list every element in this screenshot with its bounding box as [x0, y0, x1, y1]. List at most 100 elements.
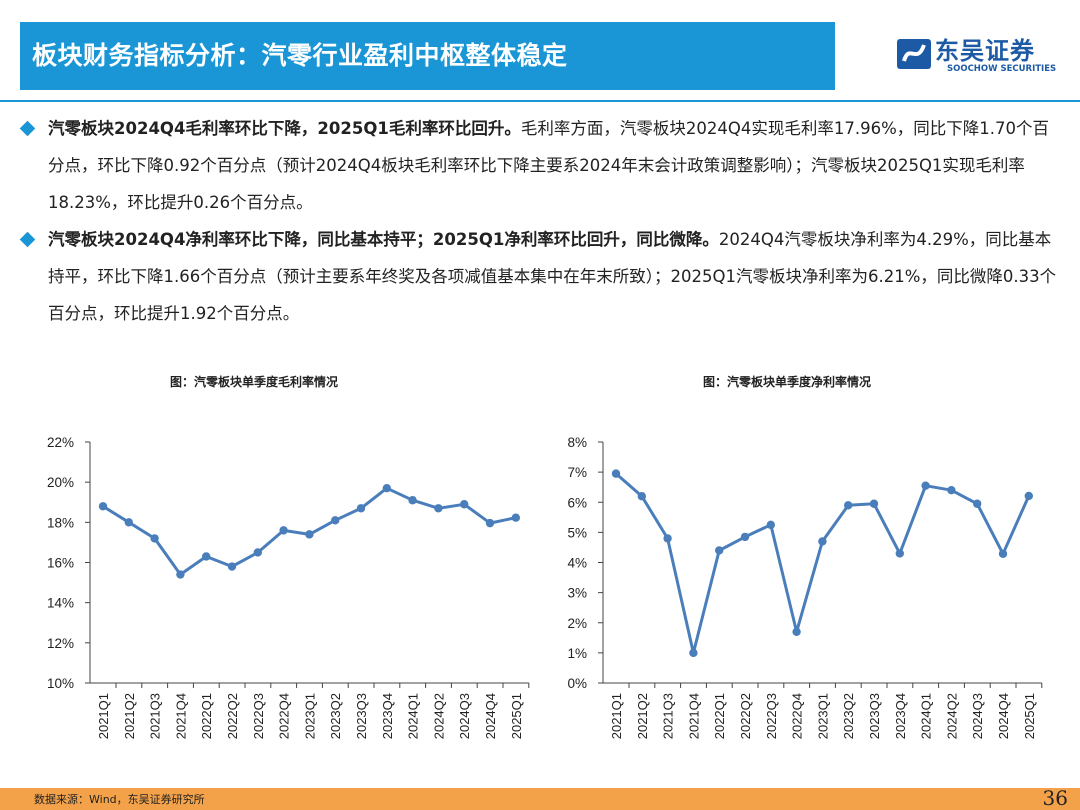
data-point [689, 648, 698, 658]
x-tick-label: 2022Q2 [225, 693, 240, 739]
y-tick-label: 6% [567, 495, 587, 510]
x-tick-label: 2023Q3 [354, 693, 369, 739]
data-point [1024, 491, 1034, 501]
x-tick-label: 2021Q4 [173, 693, 188, 739]
data-point [150, 534, 159, 543]
x-tick-label: 2023Q1 [815, 693, 830, 739]
x-tick-label: 2021Q3 [661, 693, 676, 739]
data-point [305, 530, 314, 539]
bullet-paragraph-gross-margin: 汽零板块2024Q4毛利率环比下降，2025Q1毛利率环比回升。毛利率方面，汽零… [48, 110, 1058, 221]
x-tick-label: 2024Q3 [457, 693, 472, 739]
data-point [947, 486, 956, 495]
x-tick-label: 2022Q1 [712, 693, 727, 739]
x-tick-label: 2024Q1 [406, 693, 421, 739]
x-tick-label: 2024Q2 [944, 693, 959, 739]
title-bar: 板块财务指标分析：汽零行业盈利中枢整体稳定 [20, 22, 835, 90]
page-title: 板块财务指标分析：汽零行业盈利中枢整体稳定 [32, 41, 568, 70]
x-tick-label: 2023Q1 [302, 693, 317, 739]
y-tick-label: 18% [47, 515, 74, 530]
bullet-lead: 汽零板块2024Q4毛利率环比下降，2025Q1毛利率环比回升。 [48, 119, 521, 138]
x-tick-label: 2023Q4 [893, 693, 908, 739]
data-point [740, 532, 750, 542]
data-point [766, 520, 775, 530]
data-point [511, 513, 520, 522]
header-divider [0, 100, 1080, 102]
x-tick-label: 2025Q1 [1022, 693, 1037, 739]
data-point [382, 483, 391, 493]
y-tick-label: 2% [567, 616, 587, 631]
data-point [124, 518, 133, 527]
x-tick-label: 2021Q2 [122, 693, 137, 739]
x-tick-label: 2022Q1 [199, 693, 214, 739]
y-tick-label: 12% [47, 636, 74, 651]
chart-title-net-margin: 图：汽零板块单季度净利率情况 [703, 375, 872, 389]
footer-bar: 数据来源：Wind，东吴证券研究所 36 [0, 786, 1080, 810]
x-tick-label: 2024Q3 [970, 693, 985, 739]
data-point [611, 469, 621, 478]
bullet-body: 2024Q4汽零板块净利率为4.29%，同比基本持平，环比下降1.66个百分点（… [48, 230, 1057, 323]
x-tick-label: 2022Q2 [738, 693, 753, 739]
y-tick-label: 10% [47, 676, 74, 691]
data-point [176, 570, 185, 579]
x-tick-label: 2022Q3 [764, 693, 779, 739]
y-tick-label: 22% [47, 435, 74, 450]
y-tick-label: 1% [567, 646, 587, 661]
data-point [637, 492, 646, 501]
data-point [202, 552, 211, 561]
x-tick-label: 2021Q4 [686, 693, 701, 739]
data-point [460, 500, 469, 509]
y-tick-label: 5% [567, 525, 587, 540]
x-tick-label: 2022Q4 [790, 693, 805, 739]
bullet-lead: 汽零板块2024Q4净利率环比下降，同比基本持平；2025Q1净利率环比回升，同… [48, 230, 719, 249]
x-tick-label: 2023Q2 [841, 693, 856, 739]
x-tick-label: 2021Q3 [148, 693, 163, 739]
logo-mark-icon [897, 39, 931, 69]
series-line [615, 472, 1031, 655]
data-point [844, 501, 853, 510]
x-tick-label: 2021Q1 [96, 693, 111, 739]
data-point [921, 481, 930, 490]
data-point [98, 502, 108, 511]
data-point [279, 526, 288, 535]
y-tick-label: 3% [567, 586, 587, 601]
data-point [227, 562, 237, 571]
logo-text-en: SOOCHOW SECURITIES [947, 64, 1057, 74]
x-tick-label: 2023Q4 [380, 693, 395, 739]
data-point [408, 496, 417, 505]
data-point [485, 518, 495, 528]
x-tick-label: 2025Q1 [509, 693, 524, 739]
y-tick-label: 8% [567, 435, 587, 450]
data-source-note: 数据来源：Wind，东吴证券研究所 [34, 793, 205, 806]
brand-logo: 东吴证券 SOOCHOW SECURITIES [895, 33, 1065, 77]
data-point [715, 546, 724, 555]
data-point [869, 499, 879, 508]
bullet-body: 毛利率方面，汽零板块2024Q4实现毛利率17.96%，同比下降1.70个百分点… [48, 119, 1050, 212]
page-number: 36 [1042, 786, 1068, 810]
y-tick-label: 20% [47, 475, 74, 490]
data-point [331, 516, 340, 525]
data-point [434, 504, 443, 513]
x-tick-label: 2024Q2 [431, 693, 446, 739]
y-tick-label: 14% [47, 596, 74, 611]
x-tick-label: 2024Q1 [919, 693, 934, 739]
data-point [998, 549, 1008, 558]
x-tick-label: 2022Q4 [277, 693, 292, 739]
x-tick-label: 2023Q2 [328, 693, 343, 739]
x-tick-label: 2024Q4 [483, 693, 498, 739]
x-tick-label: 2021Q1 [609, 693, 624, 739]
data-point [792, 627, 801, 636]
data-point [818, 537, 827, 546]
y-tick-label: 0% [567, 676, 587, 691]
y-tick-label: 7% [567, 465, 587, 480]
data-point [895, 549, 904, 558]
bullet-paragraph-net-margin: 汽零板块2024Q4净利率环比下降，同比基本持平；2025Q1净利率环比回升，同… [48, 221, 1058, 332]
data-point [253, 548, 262, 557]
chart-title-gross-margin: 图：汽零板块单季度毛利率情况 [170, 375, 339, 389]
x-tick-label: 2023Q3 [867, 693, 882, 739]
data-point [973, 499, 982, 508]
data-point [356, 504, 366, 513]
y-tick-label: 16% [47, 556, 74, 571]
x-tick-label: 2024Q4 [996, 693, 1011, 739]
